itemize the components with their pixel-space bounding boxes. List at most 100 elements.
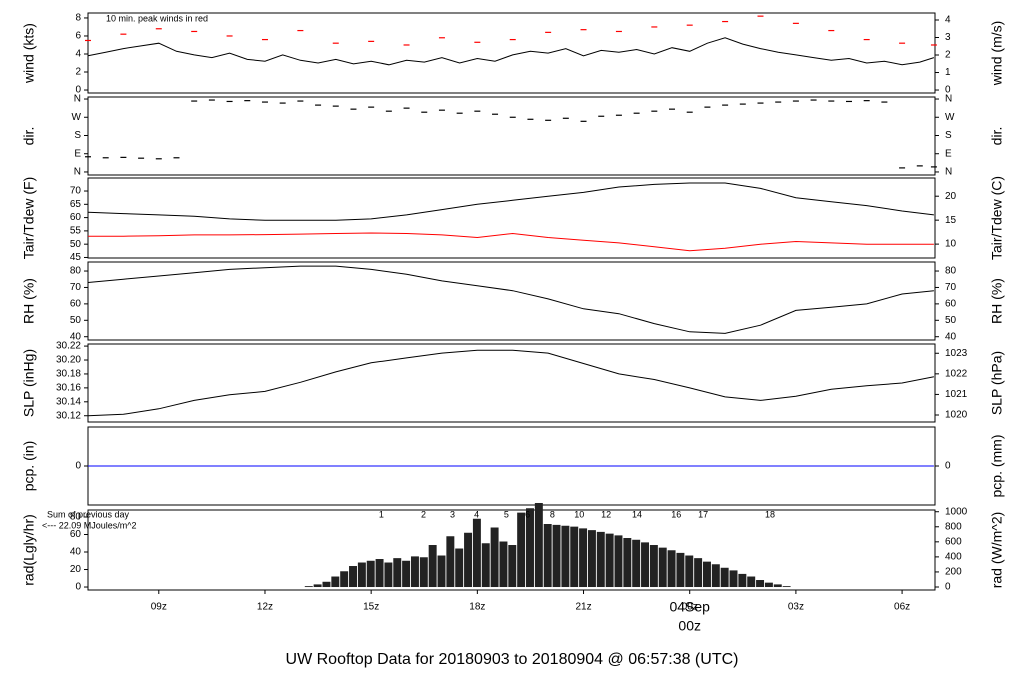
y-tick-label: 20 bbox=[70, 564, 82, 575]
y2-tick-label: 1 bbox=[945, 67, 951, 78]
bar bbox=[393, 558, 402, 588]
y-tick-label: 6 bbox=[75, 31, 81, 42]
y-axis-label: RH (%) bbox=[21, 278, 37, 324]
bar bbox=[455, 548, 464, 588]
sun-label: 6 bbox=[525, 509, 530, 519]
bar bbox=[322, 581, 331, 588]
bar bbox=[756, 580, 765, 588]
panel-frame bbox=[87, 12, 936, 94]
y2-tick-label: 15 bbox=[945, 215, 957, 226]
y-tick-label: E bbox=[74, 148, 81, 159]
bar bbox=[472, 518, 481, 588]
bar bbox=[331, 576, 340, 588]
y-tick-label: 40 bbox=[70, 331, 82, 342]
bar bbox=[428, 545, 437, 588]
y-tick-label: 2 bbox=[75, 67, 81, 78]
bar bbox=[437, 555, 446, 588]
sun-label: 17 bbox=[698, 509, 708, 519]
y-tick-label: 50 bbox=[70, 239, 82, 250]
sun-label: 12 bbox=[601, 509, 611, 519]
series-line bbox=[87, 37, 935, 66]
y2-tick-label: 400 bbox=[945, 552, 962, 563]
x-tick-label: 21z bbox=[575, 602, 591, 613]
y2-tick-label: 0 bbox=[945, 582, 951, 593]
bar bbox=[658, 547, 667, 588]
y-tick-label: 80 bbox=[70, 512, 82, 523]
y-tick-label: 60 bbox=[70, 529, 82, 540]
y-tick-label: 80 bbox=[70, 266, 82, 277]
y2-axis-label: wind (m/s) bbox=[989, 21, 1005, 87]
y2-tick-label: 70 bbox=[945, 282, 957, 293]
x-tick-label: 00z bbox=[682, 602, 698, 613]
y2-tick-label: 20 bbox=[945, 191, 957, 202]
y2-tick-label: 800 bbox=[945, 521, 962, 532]
bar bbox=[596, 531, 605, 588]
bar bbox=[552, 524, 561, 588]
y2-tick-label: N bbox=[945, 94, 952, 105]
series-line bbox=[87, 265, 934, 334]
y2-axis-label: rad (W/m^2) bbox=[989, 512, 1005, 589]
y2-tick-label: 1000 bbox=[945, 506, 968, 517]
y2-axis-label: dir. bbox=[989, 127, 1005, 146]
bar bbox=[667, 550, 676, 588]
y-tick-label: 30.16 bbox=[56, 383, 81, 394]
series-line bbox=[87, 182, 934, 221]
bar bbox=[349, 566, 358, 588]
x-tick-label: 06z bbox=[894, 602, 910, 613]
note: 10 min. peak winds in red bbox=[106, 13, 208, 23]
y-axis-label: dir. bbox=[21, 127, 37, 146]
bar bbox=[402, 560, 411, 588]
y-tick-label: 30.20 bbox=[56, 355, 81, 366]
bar bbox=[764, 582, 773, 588]
date-label: 04Sep bbox=[669, 599, 710, 615]
bar bbox=[676, 552, 685, 588]
date-label: 00z bbox=[678, 618, 701, 634]
bar bbox=[366, 560, 375, 588]
sun-label: 16 bbox=[671, 509, 681, 519]
y2-tick-label: 60 bbox=[945, 299, 957, 310]
bar bbox=[446, 536, 455, 588]
y2-tick-label: 1023 bbox=[945, 348, 968, 359]
y-tick-label: 70 bbox=[70, 186, 82, 197]
y-tick-label: 30.18 bbox=[56, 369, 81, 380]
bar bbox=[517, 512, 526, 588]
y-tick-label: N bbox=[74, 167, 81, 178]
bar bbox=[570, 526, 579, 588]
x-tick-label: 18z bbox=[469, 602, 485, 613]
panel-frame bbox=[87, 509, 936, 591]
y2-tick-label: 10 bbox=[945, 239, 957, 250]
bar bbox=[605, 533, 614, 588]
y2-tick-label: 4 bbox=[945, 15, 951, 26]
y2-tick-label: N bbox=[945, 167, 952, 178]
y-tick-label: 30.22 bbox=[56, 341, 81, 352]
bar bbox=[464, 532, 473, 588]
y-tick-label: 40 bbox=[70, 547, 82, 558]
y2-tick-label: S bbox=[945, 130, 952, 141]
y2-tick-label: 1022 bbox=[945, 368, 968, 379]
y2-axis-label: RH (%) bbox=[989, 278, 1005, 324]
note: Sum of previous day bbox=[47, 509, 130, 519]
bar bbox=[747, 576, 756, 588]
bar bbox=[490, 527, 499, 588]
y-tick-label: 70 bbox=[70, 282, 82, 293]
bar bbox=[632, 539, 641, 588]
page-title: UW Rooftop Data for 20180903 to 20180904… bbox=[286, 651, 739, 668]
bar bbox=[685, 555, 694, 588]
y2-tick-label: 1021 bbox=[945, 389, 968, 400]
bar bbox=[649, 545, 658, 588]
y-tick-label: 0 bbox=[75, 85, 81, 96]
y2-tick-label: 2 bbox=[945, 50, 951, 61]
sun-label: 8 bbox=[550, 509, 555, 519]
y2-tick-label: 80 bbox=[945, 266, 957, 277]
y2-tick-label: 0 bbox=[945, 85, 951, 96]
sun-label: 10 bbox=[574, 509, 584, 519]
y-tick-label: 0 bbox=[75, 582, 81, 593]
y2-tick-label: 200 bbox=[945, 567, 962, 578]
y-axis-label: rad(Lgly/hr) bbox=[21, 514, 37, 586]
y2-tick-label: 1020 bbox=[945, 410, 968, 421]
bar bbox=[304, 586, 313, 588]
bar bbox=[702, 561, 711, 588]
bar bbox=[313, 584, 322, 588]
y-axis-label: SLP (inHg) bbox=[21, 349, 37, 417]
panel-frame bbox=[87, 343, 936, 423]
